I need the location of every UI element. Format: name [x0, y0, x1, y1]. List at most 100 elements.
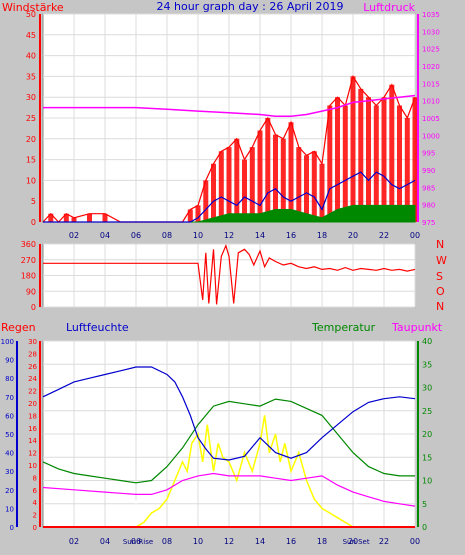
- pressure-y-tick-label: 975: [422, 219, 435, 227]
- temp-x-axis: 02 04 06 08 10 12 14 16 18 20 22 00: [69, 537, 420, 546]
- pressure-y-tick-label: 1035: [422, 11, 440, 19]
- rain-y-tick-label: 12: [28, 450, 37, 458]
- humidity-y-tick-label: 20: [5, 487, 14, 495]
- wind-x-tick-label: 04: [100, 231, 110, 240]
- humidity-label: Luftfeuchte: [66, 321, 129, 334]
- temperature-y-tick-label: 5: [422, 500, 427, 509]
- wind-x-tick-label: 18: [317, 231, 327, 240]
- rain-y-tick-label: 10: [28, 462, 37, 470]
- wind-x-tick-label: 14: [255, 231, 265, 240]
- rain-y-tick-label: 2: [33, 512, 37, 520]
- temperature-y-tick-label: 10: [422, 477, 432, 486]
- humidity-y-tick-label: 50: [5, 431, 14, 439]
- direction-label-w: W: [436, 254, 447, 267]
- wind-right-label: Luftdruck: [363, 1, 415, 14]
- temp-x-tick-label: 00: [410, 537, 420, 546]
- humidity-y-tick-label: 80: [5, 375, 14, 383]
- temp-x-tick-label: 04: [100, 537, 110, 546]
- wind-y-tick-label: 35: [26, 72, 36, 81]
- pressure-y-tick-label: 995: [422, 150, 435, 158]
- wind-x-tick-label: 20: [348, 231, 358, 240]
- series-average: [43, 171, 416, 223]
- humidity-y-tick-label: 100: [1, 338, 14, 346]
- series-min: [43, 204, 416, 223]
- wind-x-tick-label: 16: [286, 231, 296, 240]
- wind-y-tick-label: 40: [26, 52, 36, 61]
- pressure-y-tick-label: 980: [422, 202, 435, 210]
- temp-x-tick-label: 14: [255, 537, 265, 546]
- pressure-y-tick-label: 990: [422, 167, 435, 175]
- rain-y-tick-label: 4: [33, 499, 38, 507]
- temp-x-tick-label: 16: [286, 537, 296, 546]
- rain-y-tick-label: 30: [28, 338, 37, 346]
- temperature-axis: 40 35 30 25 20 15 10 5 0: [417, 337, 432, 532]
- direction-label-n-bottom: N: [436, 300, 444, 313]
- wind-x-tick-label: 22: [379, 231, 389, 240]
- direction-left-axis: 360 270 180 90 0: [21, 240, 41, 312]
- rain-label: Regen: [1, 321, 36, 334]
- direction-y-tick-label: 270: [21, 256, 36, 265]
- temp-grid: [43, 340, 416, 528]
- rain-y-tick-label: 16: [28, 425, 37, 433]
- pressure-y-tick-label: 985: [422, 184, 435, 192]
- direction-panel: 360 270 180 90 0 N W S O N: [21, 238, 447, 313]
- temperature-y-tick-label: 15: [422, 453, 432, 462]
- rain-y-tick-label: 0: [33, 524, 37, 532]
- rain-y-tick-label: 18: [28, 412, 37, 420]
- humidity-y-tick-label: 0: [10, 524, 14, 532]
- temp-x-tick-label: 02: [69, 537, 79, 546]
- wind-x-tick-label: 12: [224, 231, 234, 240]
- wind-y-tick-label: 0: [31, 218, 36, 227]
- pressure-right-axis: 1035 1030 1025 1020 1015 1010 1005 1000 995 990 98…: [417, 11, 440, 227]
- direction-y-tick-label: 180: [21, 272, 36, 281]
- wind-x-tick-label: 06: [131, 231, 141, 240]
- rain-y-tick-label: 26: [28, 363, 37, 371]
- direction-y-tick-label: 0: [31, 303, 36, 312]
- direction-label-n-top: N: [436, 238, 444, 251]
- series-temperature: [42, 398, 415, 484]
- humidity-y-tick-label: 90: [5, 357, 14, 365]
- direction-series: [43, 244, 416, 305]
- pressure-y-tick-label: 1000: [422, 132, 440, 140]
- wind-y-tick-label: 5: [31, 197, 36, 206]
- pressure-y-tick-label: 1015: [422, 80, 440, 88]
- temp-series: [42, 366, 416, 528]
- wind-y-tick-label: 25: [26, 114, 36, 123]
- temperature-y-tick-label: 35: [422, 360, 432, 369]
- sunset-label: Sun Set: [343, 538, 370, 546]
- temp-x-tick-label: 20: [348, 537, 358, 546]
- wind-y-tick-label: 50: [26, 10, 36, 19]
- direction-y-tick-label: 360: [21, 240, 36, 249]
- sun-markers: Sun Rise Sun Set: [123, 500, 370, 546]
- wind-y-tick-label: 15: [26, 156, 36, 165]
- temperature-y-tick-label: 25: [422, 407, 432, 416]
- pressure-y-tick-label: 1005: [422, 115, 440, 123]
- temp-x-tick-label: 18: [317, 537, 327, 546]
- wind-x-tick-label: 02: [69, 231, 79, 240]
- wind-left-label: Windstärke: [2, 1, 64, 14]
- rain-y-tick-label: 14: [28, 437, 37, 445]
- humidity-y-tick-label: 70: [5, 394, 14, 402]
- series-dewpoint: [42, 472, 416, 507]
- series-direction: [43, 244, 416, 305]
- temperature-y-tick-label: 40: [422, 337, 432, 346]
- series-sunshine: [135, 415, 357, 528]
- pressure-y-tick-label: 1030: [422, 28, 440, 36]
- wind-x-tick-label: 08: [162, 231, 172, 240]
- temperature-y-tick-label: 0: [422, 523, 427, 532]
- wind-x-tick-label: 10: [193, 231, 203, 240]
- temp-x-tick-label: 06: [131, 537, 141, 546]
- direction-label-o: O: [436, 285, 445, 298]
- humidity-y-tick-label: 10: [5, 505, 14, 513]
- pressure-y-tick-label: 1025: [422, 46, 440, 54]
- rain-y-tick-label: 28: [28, 350, 37, 358]
- dewpoint-label: Taupunkt: [391, 321, 443, 334]
- pressure-y-tick-label: 1020: [422, 63, 440, 71]
- sunrise-label: Sun Rise: [123, 538, 153, 546]
- pressure-y-tick-label: 1010: [422, 98, 440, 106]
